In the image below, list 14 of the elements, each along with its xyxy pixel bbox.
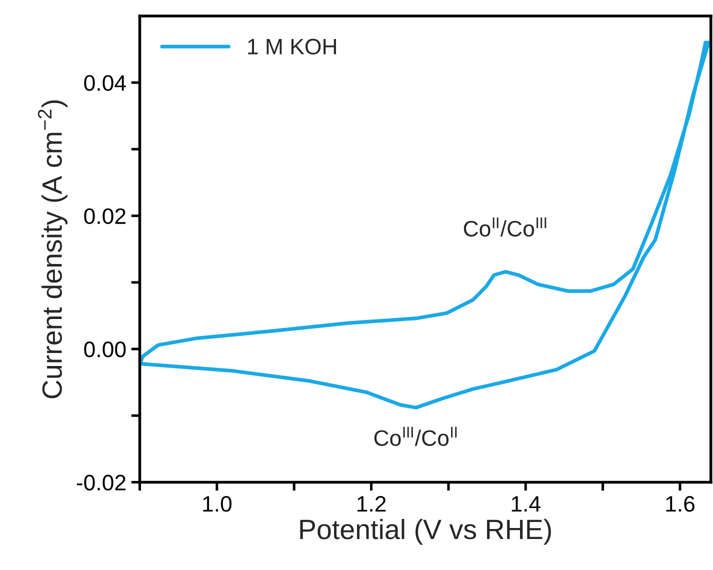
annotation: Co$^{III}$/Co$^{II}$ [374, 426, 457, 446]
y-axis-title: Current density (A cm$^{−2}$) [38, 100, 68, 398]
x-tick-label: 1.0 [203, 496, 232, 512]
x-axis-title: Potential (V vs RHE) [300, 518, 551, 545]
y-tick-label: 0.02 [84, 208, 126, 224]
y-tick-label: 0.04 [84, 75, 126, 91]
annotation: Co$^{II}$/Co$^{III}$ [464, 217, 546, 237]
y-tick-label: 0.00 [84, 342, 126, 358]
x-tick-label: 1.2 [358, 496, 386, 512]
legend-label: 1 M KOH [248, 38, 336, 55]
line-series [140, 40, 710, 410]
x-tick-label: 1.6 [666, 496, 694, 512]
y-tick-label: -0.02 [76, 474, 126, 490]
x-tick-label: 1.4 [512, 496, 540, 512]
